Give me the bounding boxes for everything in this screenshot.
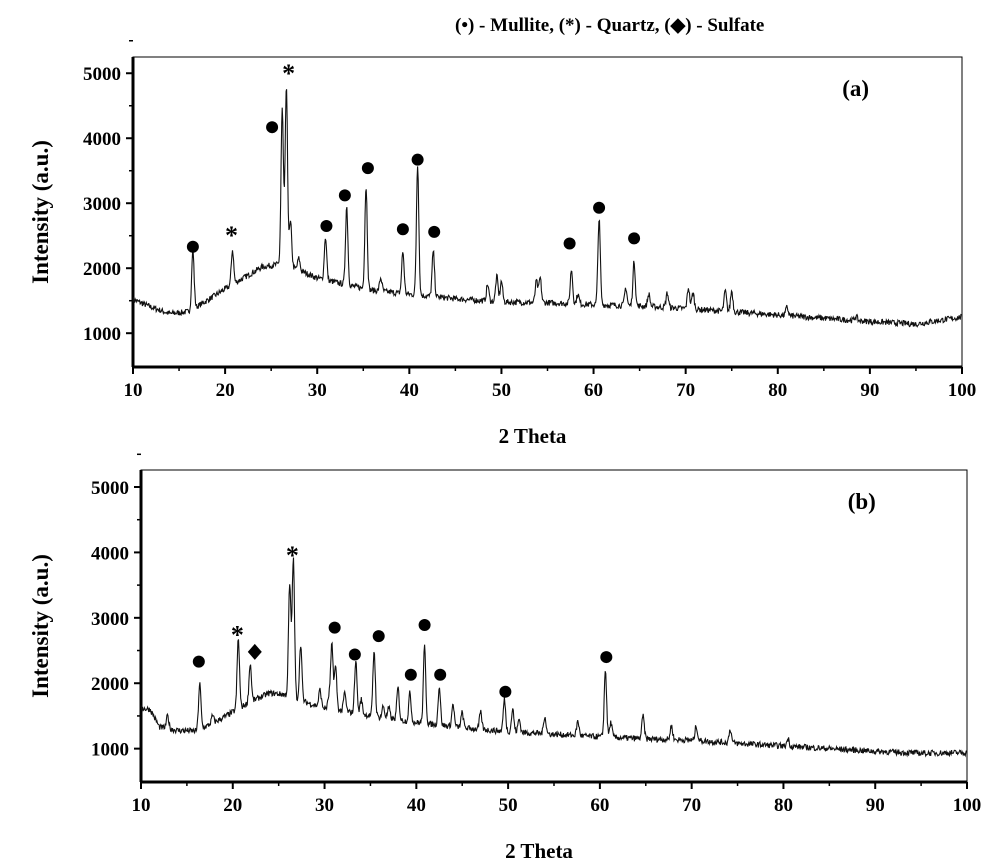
mullite-marker <box>186 240 199 253</box>
y-tick-label: 3000 <box>91 609 129 630</box>
x-tick-label: 30 <box>308 380 327 401</box>
x-tick-label: 90 <box>860 380 879 401</box>
x-tick-label: 60 <box>584 380 603 401</box>
chart-panel-b: 10 20 30 40 50 60 70 80 90 100 1000 2000 3000 4000 500… <box>28 453 982 862</box>
x-tick-label: 10 <box>132 795 151 816</box>
mullite-marker <box>396 223 409 236</box>
mullite-marker <box>266 121 279 134</box>
x-tick-label: 90 <box>866 795 885 816</box>
quartz-marker: * <box>231 621 244 650</box>
x-axis-label: 2 Theta <box>499 424 567 448</box>
mullite-marker <box>320 219 333 232</box>
x-tick-label: 100 <box>953 795 982 816</box>
mullite-marker <box>563 237 576 250</box>
x-tick-label: 70 <box>676 380 695 401</box>
mullite-marker <box>628 232 641 245</box>
mullite-marker <box>328 621 341 634</box>
y-tick-label: 2000 <box>91 674 129 695</box>
phase-legend: (•) - Mullite, (*) - Quartz, (◆) - Sulfa… <box>455 15 765 36</box>
x-tick-label: 80 <box>768 380 787 401</box>
mullite-marker <box>411 153 424 166</box>
x-tick-label: 20 <box>216 380 235 401</box>
mullite-marker <box>428 225 441 238</box>
x-tick-label: 50 <box>499 795 518 816</box>
mullite-marker <box>372 630 385 643</box>
x-tick-label: 70 <box>682 795 701 816</box>
quartz-marker: * <box>282 59 295 88</box>
mullite-marker <box>434 668 447 681</box>
y-tick-label: 1000 <box>83 324 121 345</box>
mullite-marker <box>499 685 512 698</box>
x-tick-label: 50 <box>492 380 511 401</box>
mullite-marker <box>593 201 606 214</box>
chart-panel-a: 10 20 30 40 50 60 70 80 90 100 1000 2000 3000 4000 500… <box>28 40 977 448</box>
x-tick-label: 40 <box>407 795 426 816</box>
y-tick-label: 4000 <box>91 543 129 564</box>
y-tick-label: 3000 <box>83 194 121 215</box>
y-tick-label: 1000 <box>91 740 129 761</box>
y-axis-label: Intensity (a.u.) <box>28 140 53 284</box>
x-tick-label: 20 <box>223 795 242 816</box>
sulfate-marker <box>247 643 262 660</box>
y-tick-label: 5000 <box>83 64 121 85</box>
mullite-marker <box>338 189 351 202</box>
x-tick-label: 30 <box>315 795 334 816</box>
y-tick-label: 5000 <box>91 478 129 499</box>
quartz-marker: * <box>225 221 238 250</box>
y-tick-label: 4000 <box>83 129 121 150</box>
x-tick-label: 100 <box>948 380 977 401</box>
mullite-marker <box>348 648 361 661</box>
mullite-marker <box>192 655 205 668</box>
x-tick-label: 40 <box>400 380 419 401</box>
panel-label: (b) <box>848 489 876 514</box>
mullite-marker <box>418 619 431 632</box>
mullite-marker <box>600 651 613 664</box>
x-tick-label: 10 <box>124 380 143 401</box>
quartz-marker: * <box>286 541 299 570</box>
mullite-marker <box>404 668 417 681</box>
mullite-marker <box>361 162 374 175</box>
x-tick-label: 80 <box>774 795 793 816</box>
xrd-series-line <box>140 557 967 758</box>
panel-label: (a) <box>842 76 869 101</box>
y-axis-label: Intensity (a.u.) <box>28 554 53 698</box>
x-axis-label: 2 Theta <box>505 839 573 862</box>
x-tick-label: 60 <box>590 795 609 816</box>
xrd-series-line <box>132 89 962 328</box>
y-tick-label: 2000 <box>83 259 121 280</box>
